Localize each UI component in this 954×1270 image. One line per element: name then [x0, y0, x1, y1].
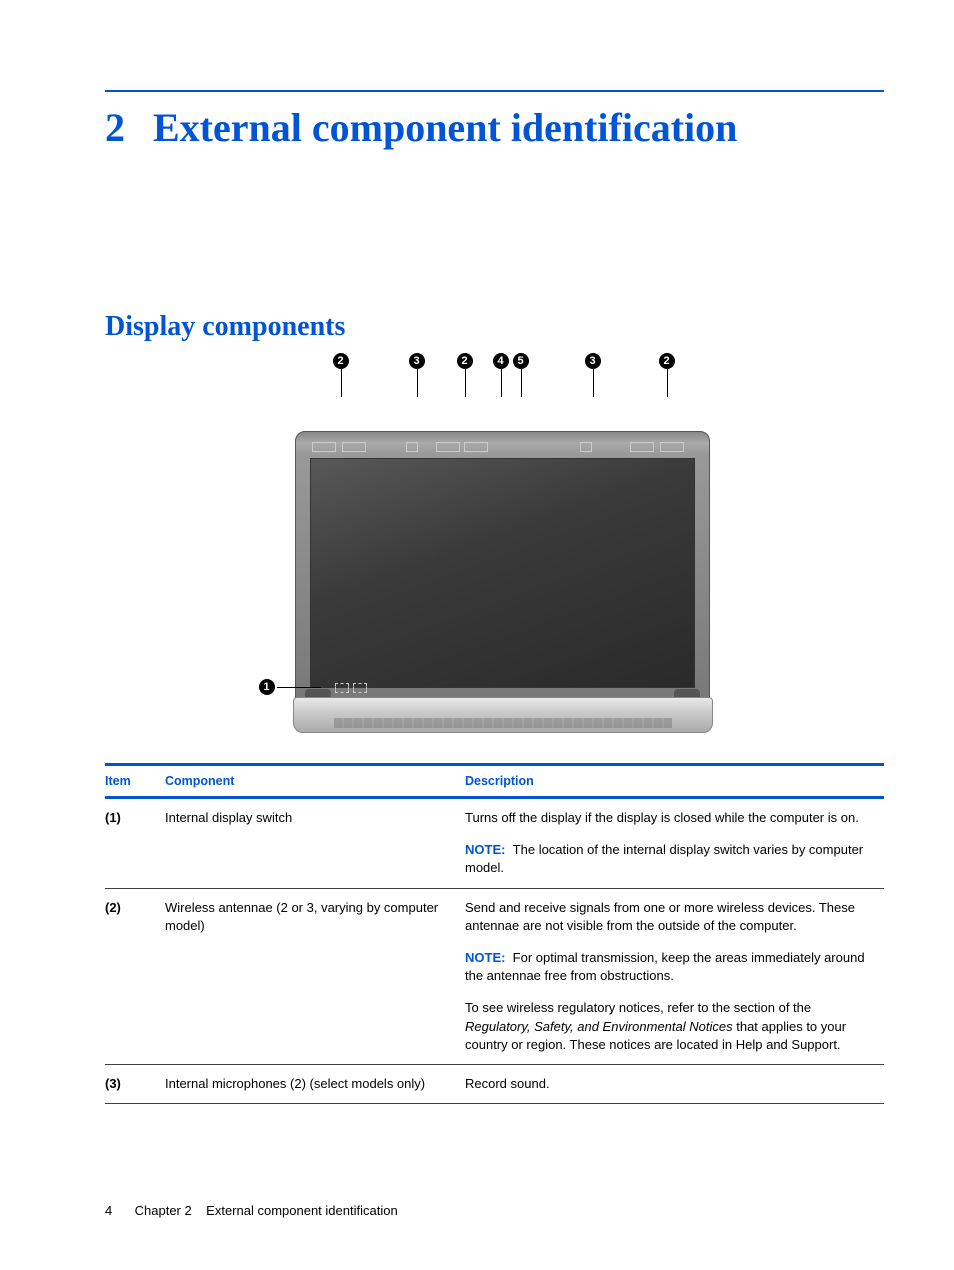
callout-1-num: 1	[263, 681, 269, 693]
cell-component: Wireless antennae (2 or 3, varying by co…	[165, 888, 465, 1064]
th-component: Component	[165, 765, 465, 798]
chapter-header: 2 External component identification	[105, 104, 884, 151]
cell-item: (2)	[105, 888, 165, 1064]
table-row: (1)Internal display switchTurns off the …	[105, 798, 884, 889]
laptop-illustration	[295, 393, 710, 733]
callout-2: 2	[659, 353, 675, 369]
page-footer: 4 Chapter 2 External component identific…	[105, 1203, 398, 1218]
callout-2: 2	[333, 353, 349, 369]
chapter-top-rule	[105, 90, 884, 92]
cell-item: (3)	[105, 1064, 165, 1103]
callout-3: 3	[409, 353, 425, 369]
chapter-number: 2	[105, 104, 125, 151]
page-number: 4	[105, 1203, 131, 1218]
footer-chapter-title: External component identification	[206, 1203, 398, 1218]
footer-chapter-label: Chapter 2	[135, 1203, 192, 1218]
cell-item: (1)	[105, 798, 165, 889]
display-diagram: 2 3 2 45 3 2 1	[265, 353, 725, 733]
components-table: Item Component Description (1)Internal d…	[105, 763, 884, 1104]
chapter-title: External component identification	[153, 104, 737, 151]
cell-description: Send and receive signals from one or mor…	[465, 888, 884, 1064]
callout-4: 4	[493, 353, 509, 369]
table-row: (3)Internal microphones (2) (select mode…	[105, 1064, 884, 1103]
callout-1: 1	[259, 679, 275, 695]
cell-description: Turns off the display if the display is …	[465, 798, 884, 889]
cell-component: Internal microphones (2) (select models …	[165, 1064, 465, 1103]
callout-5: 5	[513, 353, 529, 369]
callout-2: 2	[457, 353, 473, 369]
table-row: (2)Wireless antennae (2 or 3, varying by…	[105, 888, 884, 1064]
cell-component: Internal display switch	[165, 798, 465, 889]
cell-description: Record sound.	[465, 1064, 884, 1103]
callout-3: 3	[585, 353, 601, 369]
bezel-markers	[296, 440, 709, 454]
th-item: Item	[105, 765, 165, 798]
section-title: Display components	[105, 311, 884, 343]
th-description: Description	[465, 765, 884, 798]
